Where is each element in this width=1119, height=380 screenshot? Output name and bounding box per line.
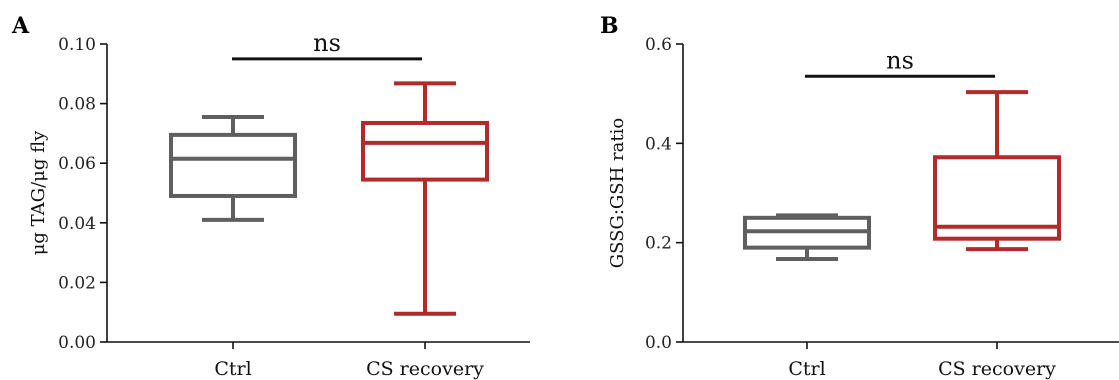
panel-b-category-label: Ctrl xyxy=(788,358,825,380)
panel-a-y-tick-label: 0.00 xyxy=(58,333,96,353)
panel-a-title: A xyxy=(11,13,30,39)
panel-a-y-tick-label: 0.02 xyxy=(58,273,96,293)
panel-a-plot-area: 0.00 0.02 0.04 0.06 0.08 0.10 Ctrl CS recovery n… xyxy=(58,29,530,380)
panel-a-box-cs-recovery-iqr xyxy=(361,120,489,182)
panel-a: A μg TAG/μg fly 0.00 0.02 0.04 0.06 0.08 0.10… xyxy=(11,13,530,380)
panel-a-y-tick-label: 0.08 xyxy=(58,95,96,115)
panel-a-y-tick-label: 0.06 xyxy=(58,154,96,174)
panel-b-y-tick-label: 0.6 xyxy=(645,35,672,55)
panel-a-category-label: Ctrl xyxy=(214,358,251,380)
panel-b-y-tick-label: 0.0 xyxy=(645,333,672,353)
panel-a-y-tick-label: 0.10 xyxy=(58,35,96,55)
panel-b-category-label: CS recovery xyxy=(938,358,1056,380)
panel-a-category-label: CS recovery xyxy=(366,358,484,380)
panel-b-y-axis-label: GSSG:GSH ratio xyxy=(607,118,628,268)
panel-b-y-tick-label: 0.2 xyxy=(645,234,672,254)
panel-b-title: B xyxy=(600,13,619,39)
panel-b-plot-area: 0.0 0.2 0.4 0.6 Ctrl CS recovery ns xyxy=(645,35,1119,380)
panel-b-y-tick-label: 0.4 xyxy=(645,134,672,154)
panel-b-significance-label: ns xyxy=(886,46,914,74)
panel-a-box-ctrl-iqr xyxy=(169,132,297,198)
panel-b: B GSSG:GSH ratio 0.0 0.2 0.4 0.6 Ctrl CS reco… xyxy=(600,13,1119,380)
panel-b-box-cs-recovery-iqr xyxy=(933,155,1061,241)
panel-a-significance-label: ns xyxy=(313,29,341,57)
panel-a-y-tick-label: 0.04 xyxy=(58,214,96,234)
panel-a-y-axis-label: μg TAG/μg fly xyxy=(28,130,49,255)
